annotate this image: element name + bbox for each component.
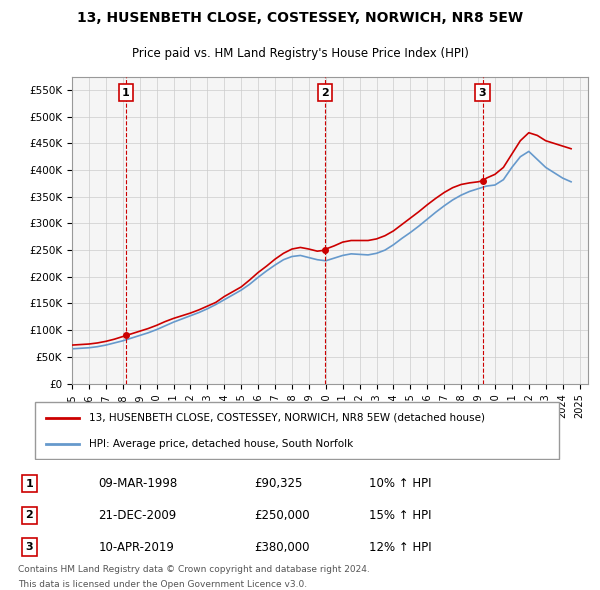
Text: 21-DEC-2009: 21-DEC-2009 <box>98 509 176 522</box>
Text: 3: 3 <box>25 542 33 552</box>
Text: 13, HUSENBETH CLOSE, COSTESSEY, NORWICH, NR8 5EW: 13, HUSENBETH CLOSE, COSTESSEY, NORWICH,… <box>77 11 523 25</box>
Text: Price paid vs. HM Land Registry's House Price Index (HPI): Price paid vs. HM Land Registry's House … <box>131 47 469 60</box>
Text: 2: 2 <box>25 510 33 520</box>
Text: This data is licensed under the Open Government Licence v3.0.: This data is licensed under the Open Gov… <box>18 579 307 589</box>
Text: £90,325: £90,325 <box>254 477 302 490</box>
Text: 12% ↑ HPI: 12% ↑ HPI <box>369 541 432 554</box>
FancyBboxPatch shape <box>35 402 559 459</box>
Text: HPI: Average price, detached house, South Norfolk: HPI: Average price, detached house, Sout… <box>89 439 353 448</box>
Text: 2: 2 <box>322 88 329 98</box>
Text: 13, HUSENBETH CLOSE, COSTESSEY, NORWICH, NR8 5EW (detached house): 13, HUSENBETH CLOSE, COSTESSEY, NORWICH,… <box>89 413 485 422</box>
Text: 1: 1 <box>122 88 130 98</box>
Text: £250,000: £250,000 <box>254 509 310 522</box>
Text: Contains HM Land Registry data © Crown copyright and database right 2024.: Contains HM Land Registry data © Crown c… <box>18 565 370 574</box>
Text: 10-APR-2019: 10-APR-2019 <box>98 541 174 554</box>
Text: 15% ↑ HPI: 15% ↑ HPI <box>369 509 431 522</box>
Text: £380,000: £380,000 <box>254 541 310 554</box>
Text: 3: 3 <box>479 88 487 98</box>
Text: 10% ↑ HPI: 10% ↑ HPI <box>369 477 431 490</box>
Text: 09-MAR-1998: 09-MAR-1998 <box>98 477 178 490</box>
Text: 1: 1 <box>25 478 33 489</box>
